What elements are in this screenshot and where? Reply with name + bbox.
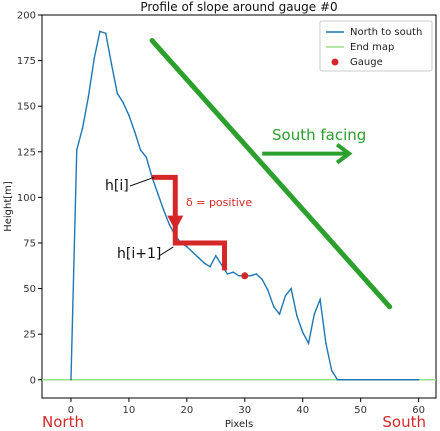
profile-data-point <box>261 278 263 281</box>
profile-data-point <box>87 96 90 98</box>
profile-data-point <box>319 298 321 301</box>
south-label: South <box>382 413 426 431</box>
profile-data-point <box>267 289 269 292</box>
delta-arrow-head <box>167 215 184 231</box>
delta-label: δ = positive <box>186 196 252 209</box>
profile-data-point <box>186 245 188 248</box>
south-facing-arrow-head <box>335 143 353 165</box>
h-i1-pointer <box>158 246 174 257</box>
profile-data-point <box>139 149 142 151</box>
height-step-annotation <box>152 174 228 271</box>
x-tick-label: 30 <box>238 405 251 416</box>
gauge-point <box>241 272 249 280</box>
legend-label-north-to-south: North to south <box>350 27 422 38</box>
profile-data-point <box>122 101 124 104</box>
x-tick-label: 10 <box>123 405 136 416</box>
profile-data-point <box>238 275 240 277</box>
profile-data-point <box>272 306 275 308</box>
plot-area: h[i] h[i+1] δ = positive South facing <box>42 30 436 381</box>
x-tick-label: 0 <box>68 405 74 416</box>
profile-data-point <box>191 251 194 253</box>
legend-swatch-gauge <box>331 58 339 66</box>
x-axis-label: Pixels <box>225 419 253 430</box>
h-i-label: h[i] <box>105 178 129 194</box>
y-tick-label: 25 <box>23 330 36 341</box>
profile-data-point <box>133 130 136 133</box>
profile-data-point <box>330 369 333 372</box>
h-i1-label: h[i+1] <box>117 246 161 262</box>
y-tick-label: 100 <box>17 193 36 204</box>
profile-data-point <box>104 32 107 35</box>
profile-data-point <box>232 271 235 273</box>
profile-data-point <box>290 287 292 290</box>
profile-data-point <box>255 273 258 275</box>
series-north-to-south-line <box>70 30 419 381</box>
profile-data-point <box>203 262 206 264</box>
profile-data-point <box>278 313 281 315</box>
x-tick-label: 50 <box>354 405 367 416</box>
profile-data-point <box>75 149 78 151</box>
profile-data-point <box>162 209 165 211</box>
y-axis: 0 25 50 75 100 125 150 175 200 <box>17 11 42 386</box>
series-north-to-south-points <box>70 30 420 381</box>
profile-data-point <box>145 156 148 159</box>
profile-data-point <box>70 378 72 381</box>
x-axis: 0 10 20 30 40 50 60 <box>68 398 425 416</box>
legend-label-end-map: End map <box>350 42 394 53</box>
profile-data-point <box>209 265 211 268</box>
profile-data-point <box>99 30 101 33</box>
north-label: North <box>42 413 84 431</box>
x-tick-label: 40 <box>296 405 309 416</box>
profile-data-point <box>197 256 200 259</box>
x-tick-label: 20 <box>180 405 193 416</box>
y-tick-label: 50 <box>23 284 36 295</box>
profile-data-point <box>93 57 95 60</box>
y-tick-label: 200 <box>17 11 36 22</box>
profile-data-point <box>215 254 217 257</box>
legend: North to south End map Gauge <box>319 20 433 72</box>
profile-data-point <box>157 192 159 195</box>
y-tick-label: 125 <box>17 147 36 158</box>
h-i-pointer <box>129 176 155 187</box>
legend-label-gauge: Gauge <box>350 57 383 68</box>
profile-data-point <box>81 127 84 129</box>
x-tick-label: 60 <box>412 405 425 416</box>
profile-data-point <box>307 342 310 345</box>
profile-data-point <box>226 273 229 275</box>
profile-data-point <box>313 313 316 315</box>
profile-data-point <box>116 92 119 95</box>
profile-data-point <box>168 223 171 226</box>
profile-data-point <box>336 378 339 381</box>
y-axis-label: Height[m] <box>3 181 14 232</box>
profile-data-point <box>296 315 298 317</box>
profile-data-point <box>325 342 327 345</box>
south-facing-label: South facing <box>272 126 366 144</box>
profile-data-point <box>284 295 287 297</box>
profile-data-point <box>301 331 304 334</box>
plot-frame <box>41 14 437 399</box>
y-tick-label: 0 <box>30 375 36 386</box>
legend-box <box>319 20 433 72</box>
y-tick-label: 75 <box>23 238 36 249</box>
profile-data-point <box>128 114 130 117</box>
y-tick-label: 175 <box>17 56 36 67</box>
south-facing-slope-line <box>149 38 393 310</box>
profile-data-point <box>417 378 420 381</box>
chart-title: Profile of slope around gauge #0 <box>140 0 337 14</box>
y-tick-label: 150 <box>17 102 36 113</box>
profile-data-point <box>249 275 252 277</box>
profile-data-point <box>110 63 113 66</box>
